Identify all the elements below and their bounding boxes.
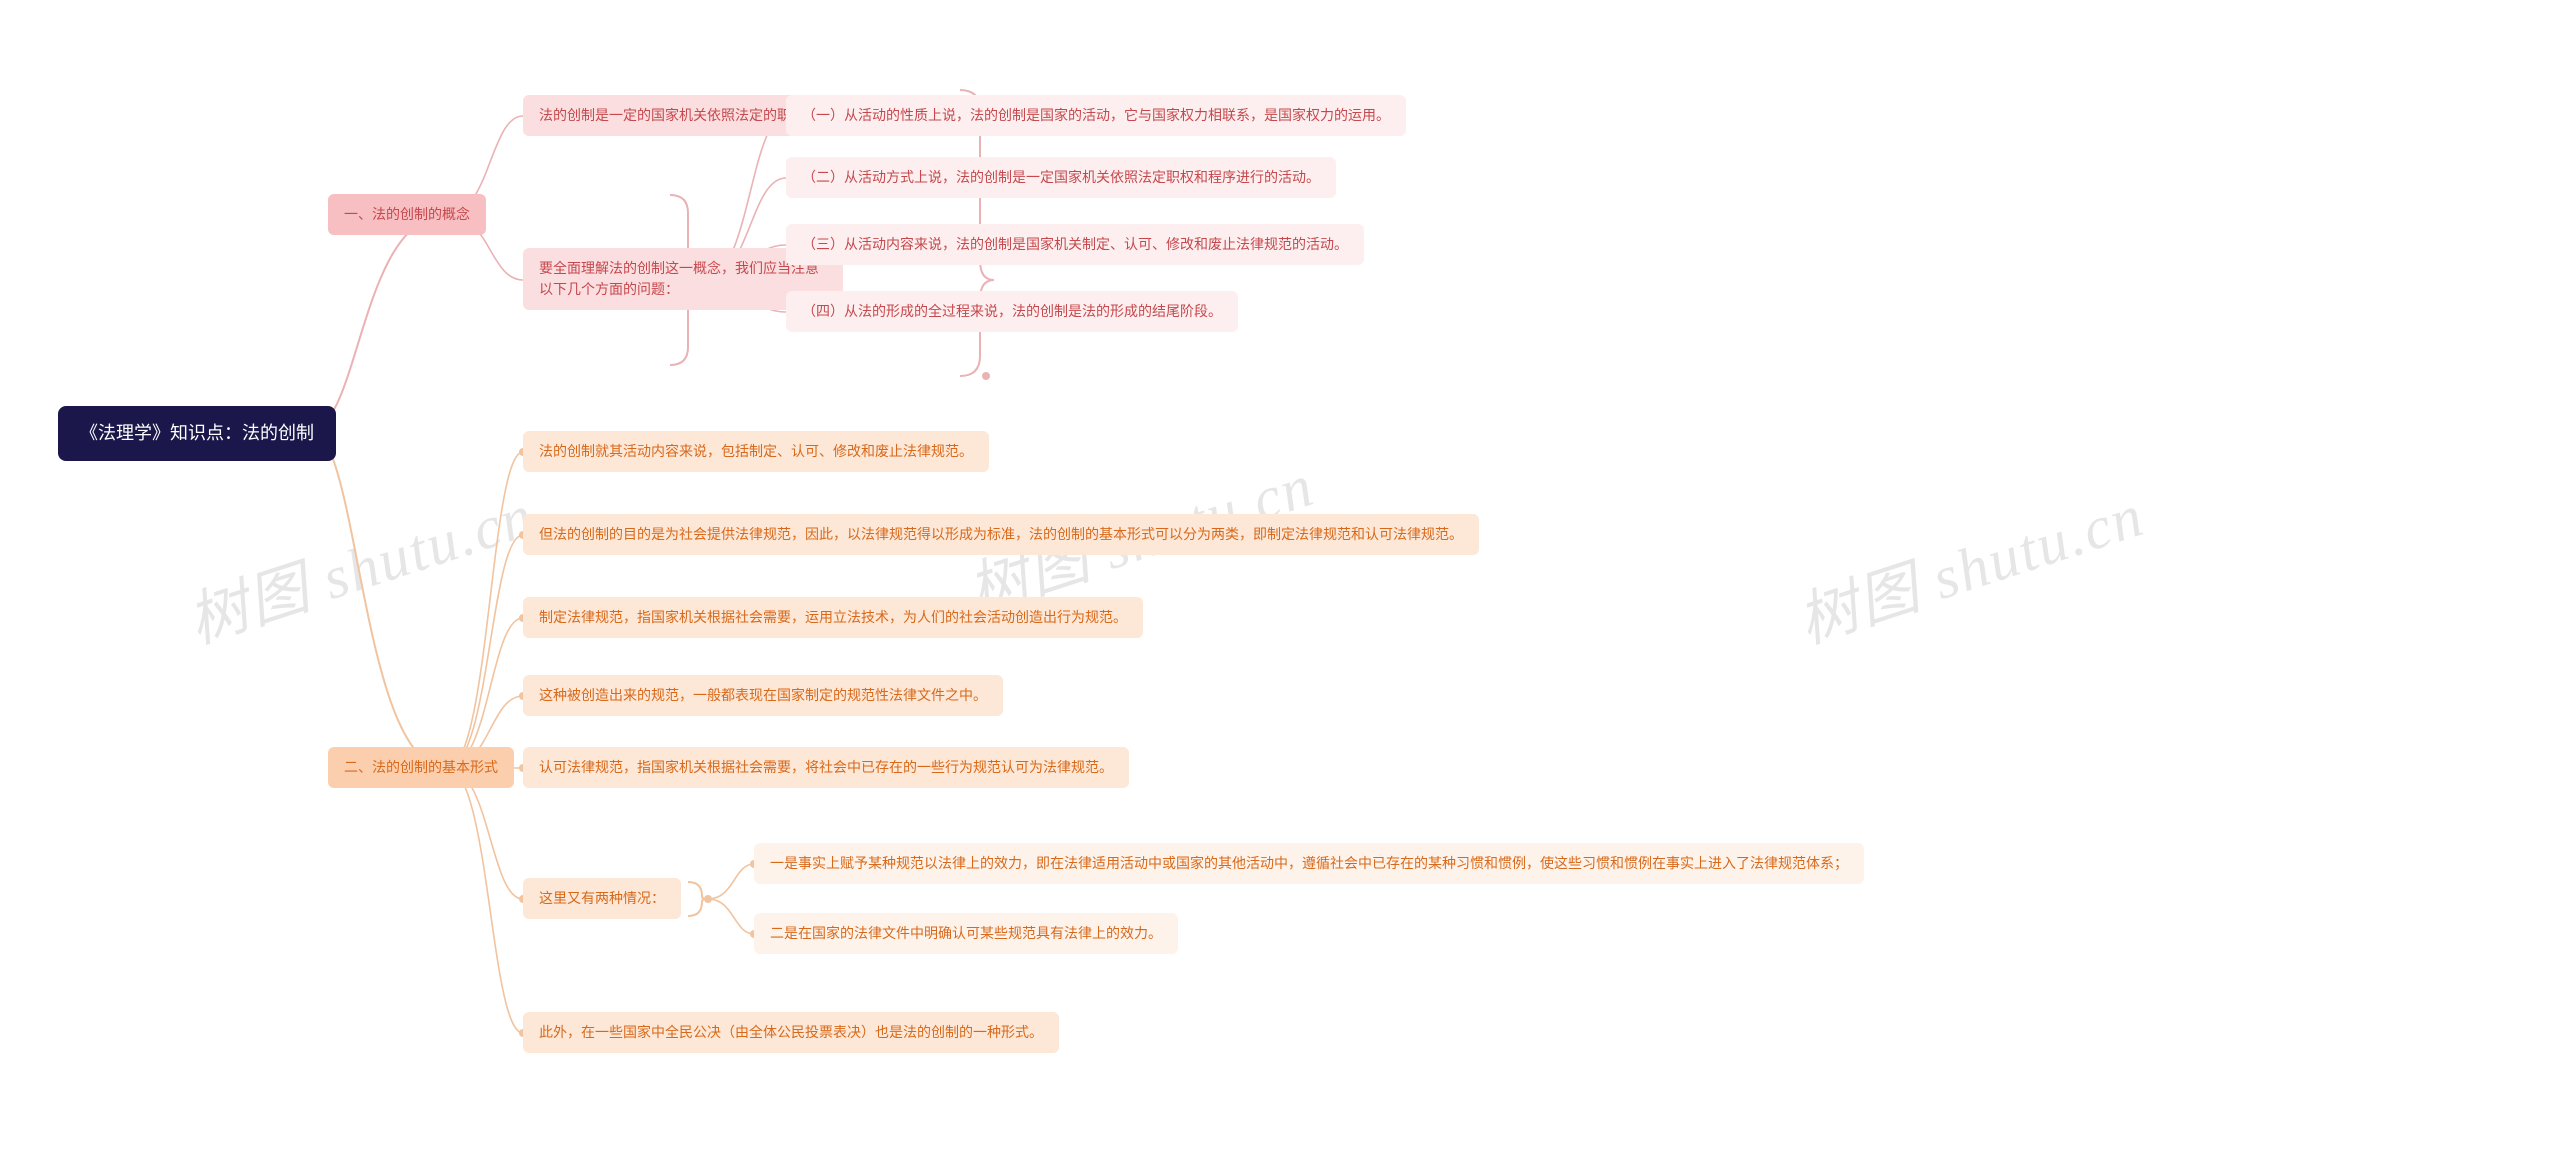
section1-b-item-3: （三）从活动内容来说，法的创制是国家机关制定、认可、修改和废止法律规范的活动。 bbox=[786, 224, 1364, 265]
section1-b-item-2: （二）从活动方式上说，法的创制是一定国家机关依照法定职权和程序进行的活动。 bbox=[786, 157, 1336, 198]
section2-item-1: 法的创制就其活动内容来说，包括制定、认可、修改和废止法律规范。 bbox=[523, 431, 989, 472]
root-node: 《法理学》知识点：法的创制 bbox=[58, 406, 336, 461]
mind-map: 树图 shutu.cn 树图 shutu.cn 树图 shutu.cn bbox=[0, 0, 2560, 1157]
section2-footer: 此外，在一些国家中全民公决（由全体公民投票表决）也是法的创制的一种形式。 bbox=[523, 1012, 1059, 1053]
section2-item-3: 制定法律规范，指国家机关根据社会需要，运用立法技术，为人们的社会活动创造出行为规… bbox=[523, 597, 1143, 638]
section1-b-item-1: （一）从活动的性质上说，法的创制是国家的活动，它与国家权力相联系，是国家权力的运… bbox=[786, 95, 1406, 136]
section2-item-5: 认可法律规范，指国家机关根据社会需要，将社会中已存在的一些行为规范认可为法律规范… bbox=[523, 747, 1129, 788]
watermark-1: 树图 shutu.cn bbox=[175, 467, 543, 661]
section2-case-1: 一是事实上赋予某种规范以法律上的效力，即在法律适用活动中或国家的其他活动中，遵循… bbox=[754, 843, 1864, 884]
section2-title: 二、法的创制的基本形式 bbox=[328, 747, 514, 788]
section2-item-4: 这种被创造出来的规范，一般都表现在国家制定的规范性法律文件之中。 bbox=[523, 675, 1003, 716]
section2-item-2: 但法的创制的目的是为社会提供法律规范，因此，以法律规范得以形成为标准，法的创制的… bbox=[523, 514, 1479, 555]
section1-title: 一、法的创制的概念 bbox=[328, 194, 486, 235]
section1-b-item-4: （四）从法的形成的全过程来说，法的创制是法的形成的结尾阶段。 bbox=[786, 291, 1238, 332]
watermark-3: 树图 shutu.cn bbox=[1785, 467, 2153, 661]
section2-case-2: 二是在国家的法律文件中明确认可某些规范具有法律上的效力。 bbox=[754, 913, 1178, 954]
section2-cases: 这里又有两种情况： bbox=[523, 878, 681, 919]
